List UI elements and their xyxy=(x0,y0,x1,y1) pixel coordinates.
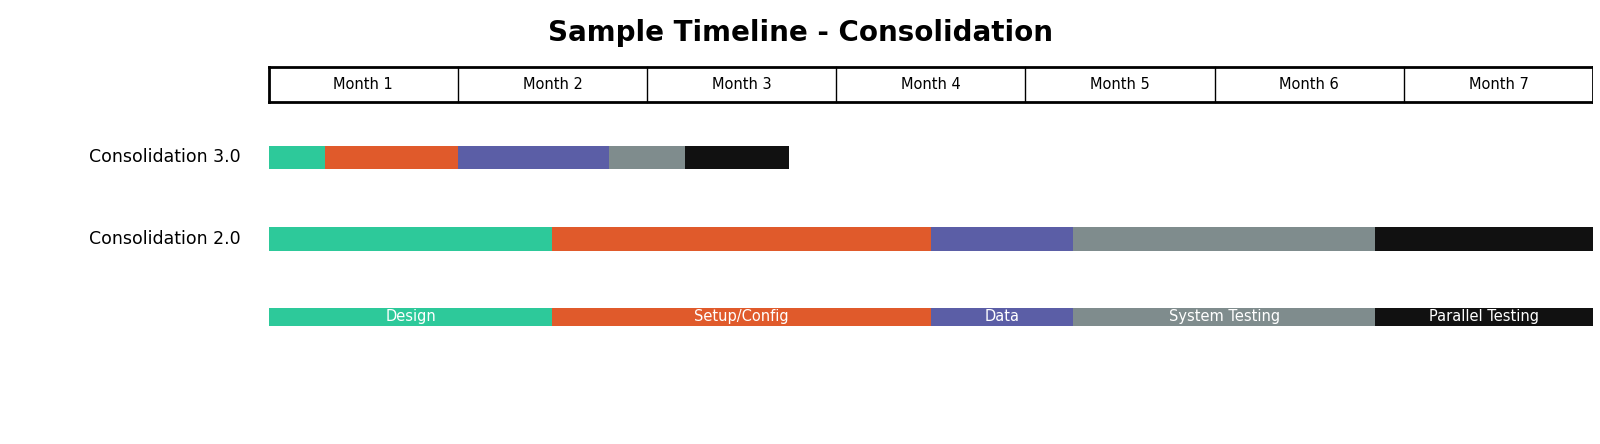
Text: Consolidation 2.0: Consolidation 2.0 xyxy=(88,230,240,248)
Bar xyxy=(685,146,789,169)
Text: Month 6: Month 6 xyxy=(1280,77,1339,92)
Text: Consolidation 3.0: Consolidation 3.0 xyxy=(88,148,240,166)
Bar xyxy=(269,227,552,251)
Text: Design: Design xyxy=(386,309,435,324)
Text: Month 2: Month 2 xyxy=(523,77,582,92)
Bar xyxy=(269,146,325,169)
Bar xyxy=(552,308,931,325)
Bar xyxy=(931,308,1072,325)
Bar xyxy=(552,227,931,251)
Bar xyxy=(931,227,1072,251)
Text: Setup/Config: Setup/Config xyxy=(694,309,789,324)
Bar xyxy=(1072,227,1376,251)
Bar xyxy=(325,146,458,169)
Bar xyxy=(1376,308,1594,325)
Text: Month 1: Month 1 xyxy=(333,77,394,92)
Text: Month 5: Month 5 xyxy=(1090,77,1150,92)
Bar xyxy=(1376,227,1594,251)
Text: Data: Data xyxy=(984,309,1019,324)
Bar xyxy=(458,146,610,169)
Bar xyxy=(610,146,685,169)
Text: Month 3: Month 3 xyxy=(712,77,771,92)
Text: System Testing: System Testing xyxy=(1168,309,1280,324)
Bar xyxy=(269,308,552,325)
Text: Sample Timeline - Consolidation: Sample Timeline - Consolidation xyxy=(547,19,1053,47)
Text: Month 4: Month 4 xyxy=(901,77,960,92)
Text: Parallel Testing: Parallel Testing xyxy=(1429,309,1539,324)
Bar xyxy=(1072,308,1376,325)
Text: Month 7: Month 7 xyxy=(1469,77,1528,92)
